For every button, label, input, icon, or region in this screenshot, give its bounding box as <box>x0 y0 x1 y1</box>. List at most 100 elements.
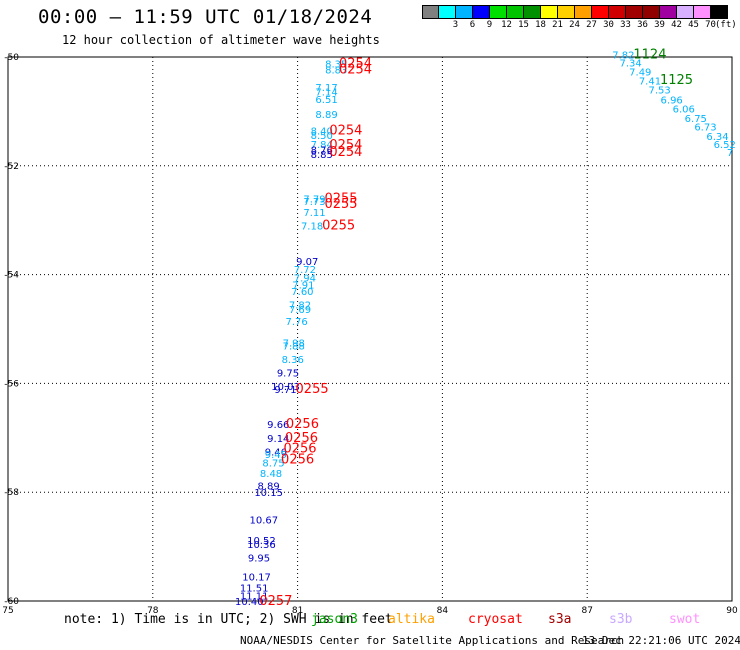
swh-value-label: 7.98 <box>283 339 305 350</box>
legend-swatch <box>558 5 575 19</box>
legend-label: 36 <box>637 20 648 30</box>
swh-value-label: 6.51 <box>315 95 337 106</box>
legend-swatch <box>507 5 524 19</box>
legend-swatch <box>490 5 507 19</box>
pass-time-label: 1124 <box>633 47 666 62</box>
swh-value-label: 7.49 <box>629 68 651 79</box>
y-tick-label: -54 <box>4 271 19 281</box>
pass-time-label: 0254 <box>339 63 372 78</box>
swh-value-label: 7.14 <box>315 87 337 98</box>
legend-swatch <box>660 5 677 19</box>
legend-swatch <box>456 5 473 19</box>
legend-label: 45 <box>688 20 699 30</box>
pass-time-label: 0255 <box>324 197 357 212</box>
swh-value-label: 8.48 <box>260 469 282 480</box>
swh-value-label: 10.03 <box>271 382 300 393</box>
swh-value-label: 8.40 <box>311 126 333 137</box>
plot-frame <box>7 56 733 602</box>
legend-label: 70 <box>705 20 716 30</box>
pass-time-label: 0256 <box>281 453 314 468</box>
swh-value-label: 9.45 <box>265 450 287 461</box>
pass-time-label: 0256 <box>285 431 318 446</box>
x-tick-label: 78 <box>147 606 159 616</box>
swh-value-label: 11.11 <box>240 592 269 603</box>
swh-value-label: 7.72 <box>294 265 316 276</box>
x-tick-label: 81 <box>292 606 303 616</box>
pass-time-label: 0255 <box>322 219 355 234</box>
swh-value-label: 9.75 <box>277 369 299 380</box>
swh-value-label: 9.46 <box>265 447 287 458</box>
legend-swatch <box>439 5 456 19</box>
swh-value-label: 10.36 <box>247 540 276 551</box>
swh-value-label: 8.85 <box>311 150 333 161</box>
swh-value-label: 6.75 <box>685 114 707 125</box>
grid <box>8 57 732 601</box>
swh-value-label: 7.18 <box>301 222 323 233</box>
x-tick-label: 87 <box>581 606 592 616</box>
swh-value-label: 7.76 <box>286 317 308 328</box>
pass-time-label: 0256 <box>286 417 319 432</box>
axis-ticks: 75 78 81 84 87 90 -50 -52 -54 -56 -58 -60 <box>2 53 738 616</box>
satellite-altika: altika <box>388 612 435 627</box>
legend-swatch <box>711 5 728 19</box>
swh-value-label: 7.82 <box>612 50 634 61</box>
legend-label: 3 <box>452 20 459 30</box>
legend-label: 15 <box>518 20 529 30</box>
legend-swatch <box>677 5 694 19</box>
pass-time-labels: 0254025402540254025402550255025502550256… <box>259 47 693 609</box>
swh-value-label: 7.94 <box>294 273 316 284</box>
pass-time-label: 0254 <box>329 123 362 138</box>
swh-value-label: 11.51 <box>240 583 269 594</box>
legend-swatch <box>626 5 643 19</box>
swh-value-label: 9.95 <box>248 553 270 564</box>
swh-value-label: 7.82 <box>289 301 311 312</box>
swh-value-label: 6.52 <box>714 140 736 151</box>
color-scale-legend <box>422 5 728 19</box>
legend-label: 30 <box>603 20 614 30</box>
swh-value-label: 6.34 <box>706 132 728 143</box>
swh-value-label: 9.07 <box>296 257 318 268</box>
legend-label: 42 <box>671 20 682 30</box>
legend-label: 21 <box>552 20 563 30</box>
swh-value-label: 7.84 <box>311 140 333 151</box>
swh-value-label: 7.53 <box>648 86 670 97</box>
swh-value-label: 9.71 <box>274 385 296 396</box>
legend-label: 6 <box>469 20 476 30</box>
pass-time-label: 0255 <box>296 382 329 397</box>
swh-value-label: 7.88 <box>283 341 305 352</box>
swh-value-label: 10.40 <box>235 597 264 608</box>
swh-value-label: 7.17 <box>315 83 337 94</box>
legend-label: 18 <box>535 20 546 30</box>
swh-value-label: 8.75 <box>262 458 284 469</box>
legend-label: 12 <box>501 20 512 30</box>
legend-swatch <box>609 5 626 19</box>
swh-value-label: 8.50 <box>311 131 333 142</box>
legend-swatch <box>694 5 711 19</box>
legend-label: 33 <box>620 20 631 30</box>
swh-value-label: 7.60 <box>291 287 313 298</box>
legend-swatch <box>643 5 660 19</box>
swh-value-label: 7.34 <box>620 58 642 69</box>
x-tick-label: 90 <box>726 606 738 616</box>
legend-label: 9 <box>486 20 493 30</box>
satellite-s3b: s3b <box>609 612 633 627</box>
satellite-swot: swot <box>669 612 701 627</box>
legend-swatch <box>524 5 541 19</box>
y-tick-label: -50 <box>4 53 19 63</box>
swh-value-label: 9.66 <box>267 420 289 431</box>
footer-credit: NOAA/NESDIS Center for Satellite Applica… <box>240 634 625 647</box>
page-title: 00:00 – 11:59 UTC 01/18/2024 <box>38 6 373 28</box>
swh-value-label: 8.89 <box>258 482 280 493</box>
swh-value-label: 7 <box>727 148 733 159</box>
pass-time-label: 0254 <box>329 138 362 153</box>
pass-time-label: 0255 <box>324 191 357 206</box>
swh-value-label: 8.76 <box>311 145 333 156</box>
y-tick-label: -58 <box>4 488 19 498</box>
swh-value-label: 7.41 <box>639 76 661 87</box>
legend-swatch <box>473 5 490 19</box>
swh-value-label: 6.73 <box>694 123 716 134</box>
swh-value-label: 10.67 <box>249 515 278 526</box>
swh-value-label: 7.79 <box>303 194 325 205</box>
swh-value-label: 10.52 <box>247 536 276 547</box>
swh-value-label: 10.15 <box>254 488 283 499</box>
